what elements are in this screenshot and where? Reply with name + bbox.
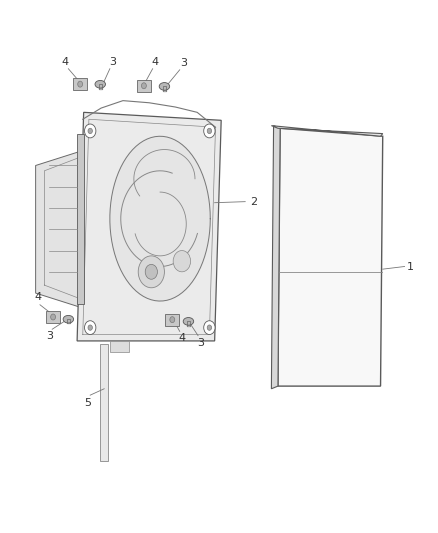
Circle shape bbox=[204, 321, 215, 335]
Polygon shape bbox=[163, 86, 166, 91]
Circle shape bbox=[51, 314, 56, 320]
Text: 2: 2 bbox=[251, 197, 258, 207]
Ellipse shape bbox=[95, 80, 106, 88]
Circle shape bbox=[85, 124, 96, 138]
Text: 1: 1 bbox=[407, 262, 414, 271]
Text: 4: 4 bbox=[152, 56, 159, 67]
Ellipse shape bbox=[183, 318, 194, 325]
Circle shape bbox=[78, 81, 83, 87]
Circle shape bbox=[88, 325, 92, 330]
Polygon shape bbox=[99, 84, 102, 88]
Circle shape bbox=[88, 128, 92, 134]
Polygon shape bbox=[77, 134, 84, 304]
Polygon shape bbox=[272, 126, 383, 136]
Polygon shape bbox=[100, 344, 108, 461]
Polygon shape bbox=[73, 78, 87, 90]
Polygon shape bbox=[278, 128, 383, 386]
Polygon shape bbox=[110, 341, 130, 352]
Circle shape bbox=[173, 251, 191, 272]
Circle shape bbox=[138, 256, 164, 288]
Polygon shape bbox=[272, 126, 280, 389]
Polygon shape bbox=[187, 321, 190, 326]
Circle shape bbox=[170, 317, 175, 322]
Polygon shape bbox=[165, 314, 179, 326]
Circle shape bbox=[141, 83, 146, 88]
Circle shape bbox=[145, 264, 157, 279]
Circle shape bbox=[207, 128, 212, 134]
Polygon shape bbox=[137, 80, 151, 92]
Ellipse shape bbox=[159, 83, 170, 90]
Polygon shape bbox=[46, 311, 60, 323]
Polygon shape bbox=[110, 136, 210, 301]
Ellipse shape bbox=[63, 316, 74, 323]
Text: 4: 4 bbox=[62, 56, 69, 67]
Circle shape bbox=[85, 321, 96, 335]
Circle shape bbox=[207, 325, 212, 330]
Text: 3: 3 bbox=[180, 58, 187, 68]
Text: 4: 4 bbox=[178, 334, 185, 343]
Polygon shape bbox=[77, 112, 221, 341]
Text: 4: 4 bbox=[34, 292, 41, 302]
Polygon shape bbox=[67, 319, 70, 324]
Polygon shape bbox=[35, 150, 86, 309]
Text: 3: 3 bbox=[46, 332, 53, 341]
Text: 3: 3 bbox=[109, 56, 116, 67]
Text: 5: 5 bbox=[85, 398, 92, 408]
Text: 3: 3 bbox=[197, 338, 204, 348]
Circle shape bbox=[204, 124, 215, 138]
